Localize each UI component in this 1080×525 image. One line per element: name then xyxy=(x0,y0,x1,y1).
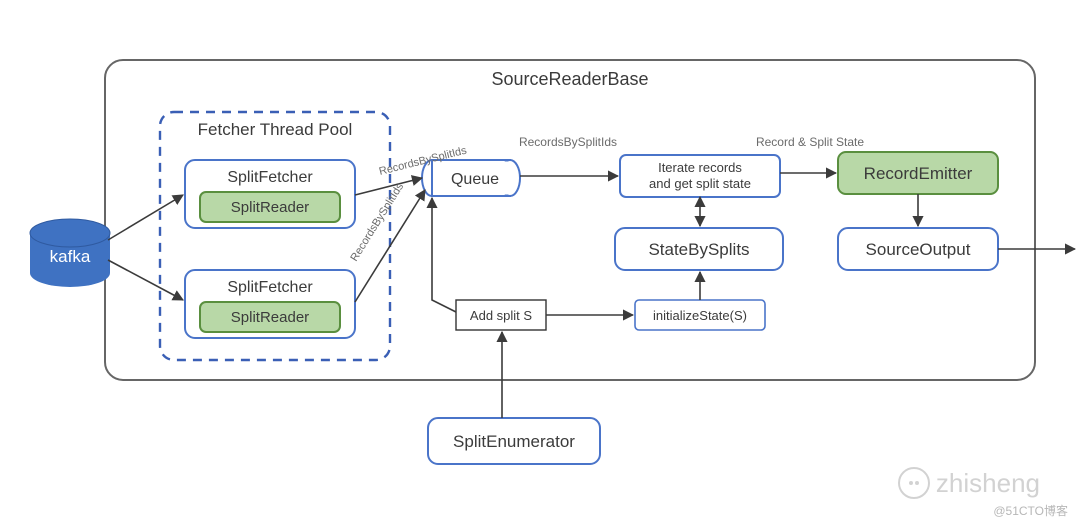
record-emitter-label: RecordEmitter xyxy=(864,164,973,183)
initialize-state-label: initializeState(S) xyxy=(653,308,747,323)
edge-sf2-queue-label: RecordsBySplitIds xyxy=(348,181,406,264)
add-split-label: Add split S xyxy=(470,308,532,323)
split-reader-2-label: SplitReader xyxy=(231,309,309,326)
iterate-label-2: and get split state xyxy=(649,176,751,191)
split-fetcher-2-label: SplitFetcher xyxy=(227,279,313,296)
queue-node: Queue xyxy=(422,160,520,196)
edge-kafka-sf1 xyxy=(108,195,183,240)
split-enumerator-label: SplitEnumerator xyxy=(453,432,575,451)
edge-kafka-sf2 xyxy=(108,260,183,300)
fetcher-thread-pool-title: Fetcher Thread Pool xyxy=(198,120,353,139)
split-reader-1-label: SplitReader xyxy=(231,199,309,216)
diagram-canvas: SourceReaderBase Fetcher Thread Pool kaf… xyxy=(0,0,1080,525)
watermark-handle: zhisheng xyxy=(898,467,1040,499)
queue-label: Queue xyxy=(451,171,499,188)
source-reader-base-title: SourceReaderBase xyxy=(491,69,648,89)
iterate-label-1: Iterate records xyxy=(658,160,742,175)
watermark-blog: @51CTO博客 xyxy=(993,502,1068,519)
kafka-label: kafka xyxy=(50,247,91,266)
edge-iter-rec-label: Record & Split State xyxy=(756,135,864,149)
edge-queue-iter-label: RecordsBySplitIds xyxy=(519,135,617,149)
kafka-node: kafka xyxy=(30,219,110,287)
split-fetcher-1-label: SplitFetcher xyxy=(227,169,313,186)
edge-add-queue xyxy=(432,198,456,312)
state-by-splits-label: StateBySplits xyxy=(648,240,749,259)
source-output-label: SourceOutput xyxy=(866,240,971,259)
